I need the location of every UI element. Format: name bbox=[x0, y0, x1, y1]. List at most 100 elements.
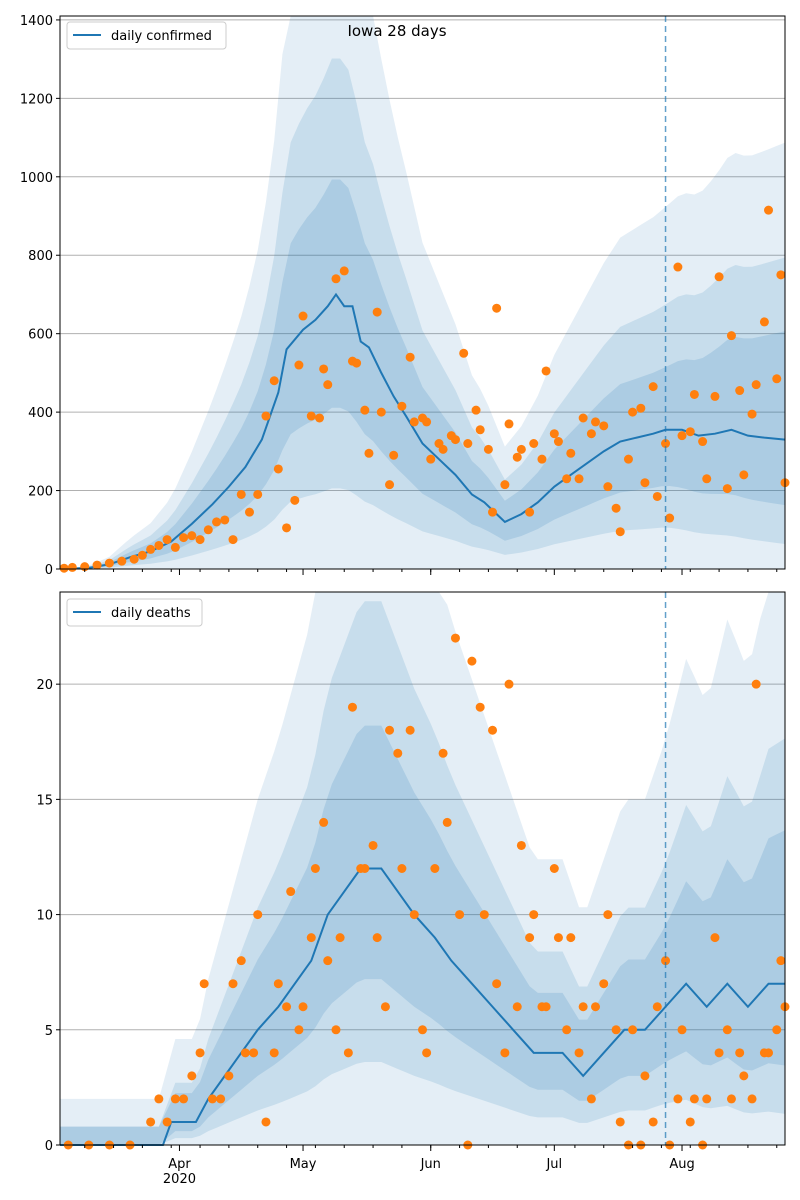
confirmed-point-43 bbox=[397, 401, 407, 411]
deaths-ytick-label-0: 0 bbox=[45, 1139, 53, 1154]
deaths-point-65 bbox=[541, 1002, 551, 1012]
deaths-point-7 bbox=[170, 1094, 180, 1104]
confirmed-point-64 bbox=[525, 507, 535, 517]
deaths-point-74 bbox=[599, 979, 609, 989]
deaths-point-54 bbox=[475, 702, 485, 712]
deaths-point-45 bbox=[418, 1025, 427, 1035]
xtick-label-0: Apr bbox=[168, 1157, 191, 1172]
chart-title: Iowa 28 days bbox=[347, 22, 446, 40]
deaths-point-20 bbox=[261, 1117, 271, 1127]
deaths-point-81 bbox=[640, 1071, 650, 1081]
deaths-point-18 bbox=[249, 1048, 259, 1058]
deaths-point-14 bbox=[224, 1071, 234, 1081]
deaths-ytick-label-4: 20 bbox=[36, 678, 53, 693]
deaths-point-66 bbox=[549, 864, 559, 873]
deaths-point-29 bbox=[319, 817, 329, 827]
deaths-point-42 bbox=[397, 864, 407, 873]
deaths-point-61 bbox=[516, 840, 526, 850]
xtick-label-2: Jun bbox=[420, 1157, 441, 1172]
confirmed-point-63 bbox=[516, 444, 526, 454]
deaths-point-103 bbox=[776, 956, 786, 966]
confirmed-point-5 bbox=[117, 556, 127, 566]
confirmed-point-87 bbox=[665, 513, 675, 523]
deaths-point-31 bbox=[331, 1025, 341, 1035]
deaths-point-48 bbox=[438, 748, 448, 758]
deaths-point-38 bbox=[372, 933, 382, 943]
confirmed-point-19 bbox=[236, 489, 246, 499]
confirmed-point-95 bbox=[714, 272, 724, 282]
deaths-point-26 bbox=[298, 1002, 308, 1012]
confirmed-point-39 bbox=[372, 307, 382, 317]
deaths-band-95pct bbox=[60, 592, 785, 1145]
confirmed-point-52 bbox=[450, 435, 460, 445]
deaths-point-28 bbox=[310, 864, 320, 873]
confirmed-point-74 bbox=[586, 429, 596, 439]
deaths-point-94 bbox=[722, 1025, 732, 1035]
deaths-point-95 bbox=[726, 1094, 736, 1104]
deaths-point-73 bbox=[591, 1002, 601, 1012]
deaths-point-62 bbox=[525, 933, 535, 943]
legend-label-deaths: daily deaths bbox=[111, 606, 191, 621]
confirmed-point-41 bbox=[385, 480, 395, 490]
deaths-point-6 bbox=[162, 1117, 172, 1127]
deaths-point-4 bbox=[146, 1117, 156, 1127]
deaths-point-86 bbox=[673, 1094, 683, 1104]
deaths-point-76 bbox=[611, 1025, 621, 1035]
deaths-point-8 bbox=[179, 1094, 189, 1104]
deaths-ytick-label-2: 10 bbox=[36, 909, 53, 924]
confirmed-point-68 bbox=[549, 429, 559, 439]
deaths-point-77 bbox=[615, 1117, 625, 1127]
confirmed-point-36 bbox=[352, 358, 362, 368]
confirmed-point-12 bbox=[179, 533, 189, 543]
confirmed-point-37 bbox=[360, 405, 370, 415]
confirmed-point-26 bbox=[290, 495, 300, 505]
confirmed-point-27 bbox=[294, 360, 304, 370]
confirmed-axes-frame bbox=[59, 15, 786, 570]
confirmed-point-85 bbox=[652, 491, 662, 501]
deaths-ytick-label-1: 5 bbox=[45, 1024, 53, 1039]
confirmed-point-75 bbox=[591, 417, 601, 427]
confirmed-point-79 bbox=[615, 527, 625, 537]
deaths-point-9 bbox=[187, 1071, 197, 1081]
deaths-point-53 bbox=[467, 656, 477, 666]
xtick-label-1: May bbox=[290, 1157, 317, 1172]
confirmed-point-0 bbox=[59, 563, 69, 573]
confirmed-point-67 bbox=[541, 366, 551, 376]
confirmed-point-57 bbox=[483, 444, 493, 454]
deaths-point-32 bbox=[335, 933, 345, 943]
confirmed-point-1 bbox=[67, 562, 77, 572]
confirmed-point-81 bbox=[628, 407, 638, 417]
confirmed-ytick-label-3: 600 bbox=[28, 328, 53, 343]
deaths-point-15 bbox=[228, 979, 238, 989]
confirmed-point-42 bbox=[389, 450, 399, 460]
deaths-point-39 bbox=[380, 1002, 390, 1012]
deaths-point-25 bbox=[294, 1025, 304, 1035]
confirmed-ytick-label-5: 1000 bbox=[20, 171, 53, 186]
legend-box-confirmed bbox=[66, 21, 227, 50]
confirmed-band-95pct bbox=[60, 16, 785, 569]
confirmed-point-80 bbox=[623, 454, 633, 464]
confirmed-point-40 bbox=[376, 407, 386, 417]
confirmed-point-34 bbox=[339, 266, 349, 276]
deaths-point-70 bbox=[574, 1048, 584, 1058]
deaths-point-51 bbox=[455, 910, 465, 920]
deaths-point-60 bbox=[512, 1002, 522, 1012]
confirmed-point-3 bbox=[92, 560, 102, 570]
deaths-point-68 bbox=[562, 1025, 572, 1035]
confirmed-ytick-label-7: 1400 bbox=[20, 14, 53, 29]
confirmed-point-90 bbox=[685, 427, 695, 437]
deaths-point-96 bbox=[735, 1048, 745, 1058]
confirmed-point-29 bbox=[306, 411, 316, 421]
confirmed-point-22 bbox=[261, 411, 271, 421]
confirmed-point-11 bbox=[170, 542, 180, 552]
confirmed-point-86 bbox=[661, 438, 671, 448]
confirmed-point-100 bbox=[747, 409, 757, 419]
deaths-series-line bbox=[60, 867, 785, 1146]
deaths-point-37 bbox=[368, 840, 378, 850]
deaths-point-11 bbox=[199, 979, 209, 989]
confirmed-panel: 0 200 400 600 800 1000 1200 1400 bbox=[20, 14, 790, 578]
deaths-point-87 bbox=[677, 1025, 687, 1035]
confirmed-point-31 bbox=[319, 364, 329, 374]
confirmed-ytick-label-0: 0 bbox=[45, 563, 53, 578]
